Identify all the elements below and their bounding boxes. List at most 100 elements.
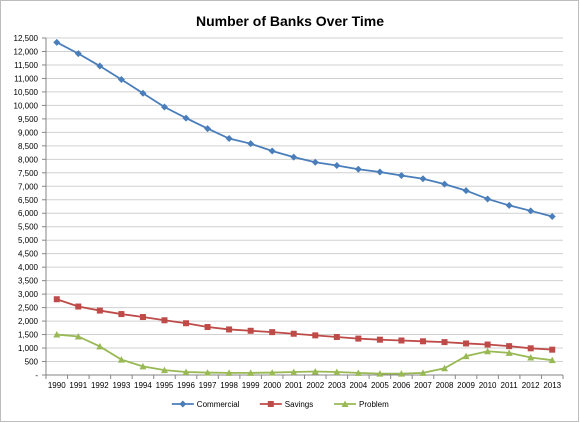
axes: - 500 1,000 1,500 2,000 2,500 3,000 3,500 4,000 4… (14, 34, 564, 390)
data-point (333, 333, 340, 340)
data-point (161, 317, 168, 324)
data-point (182, 368, 190, 376)
data-point (484, 195, 492, 203)
data-point (527, 345, 534, 352)
x-tick-label: 1995 (156, 381, 174, 390)
data-point (527, 353, 535, 361)
data-point (505, 349, 513, 356)
data-point (484, 341, 491, 348)
data-point (548, 212, 556, 220)
legend-item-problem: Problem (334, 400, 389, 409)
data-point (290, 330, 297, 337)
y-tick-label: 2,500 (18, 304, 39, 313)
data-point (548, 356, 556, 364)
data-point (96, 62, 104, 70)
data-point (376, 370, 384, 377)
legend: Commercial Savings Problem (171, 400, 389, 409)
legend-label: Savings (285, 400, 313, 409)
data-point (247, 327, 254, 334)
x-tick-label: 2007 (414, 381, 432, 390)
data-point (311, 158, 319, 166)
x-tick-label: 1999 (242, 381, 260, 390)
x-tick-label: 2010 (479, 381, 497, 390)
y-tick-label: 1,500 (18, 331, 39, 340)
data-point (160, 366, 168, 374)
y-tick-label: 1,000 (18, 344, 39, 353)
y-tick-label: 11,500 (14, 61, 38, 70)
series-line (56, 333, 553, 375)
y-tick-label: 7,500 (18, 169, 39, 178)
x-tick-label: 2002 (306, 381, 324, 390)
data-point (419, 338, 426, 345)
y-tick-label: 500 (25, 358, 39, 367)
data-point (75, 303, 82, 310)
x-tick-label: 2013 (543, 381, 561, 390)
data-point (226, 326, 233, 333)
x-tick-label: 1996 (177, 381, 195, 390)
series-commercial (53, 38, 556, 220)
data-point (462, 187, 470, 195)
data-point (74, 332, 82, 340)
data-point (183, 320, 190, 327)
series-savings (53, 296, 556, 353)
data-point (376, 168, 384, 176)
data-point (549, 346, 556, 353)
data-point (312, 332, 319, 339)
x-tick-label: 1998 (220, 381, 238, 390)
y-tick-label: 8,500 (18, 142, 39, 151)
y-tick-label: 4,000 (18, 263, 39, 272)
y-tick-label: 7,000 (18, 182, 39, 191)
data-point (160, 103, 168, 111)
y-tick-label: - (35, 371, 38, 380)
data-point (397, 171, 405, 179)
data-point (398, 337, 405, 344)
data-point (117, 76, 125, 84)
x-tick-label: 1990 (48, 381, 66, 390)
y-tick-label: 12,500 (14, 34, 39, 43)
legend-item-commercial: Commercial (171, 400, 240, 409)
data-point (268, 147, 276, 155)
data-point (354, 369, 362, 376)
y-tick-label: 10,500 (14, 88, 39, 97)
x-tick-label: 2009 (457, 381, 475, 390)
y-tick-label: 12,000 (14, 47, 39, 56)
data-point (441, 364, 449, 372)
series-problem (53, 331, 556, 377)
x-tick-label: 1992 (91, 381, 109, 390)
data-point (376, 336, 383, 343)
data-point (118, 311, 125, 318)
y-tick-label: 8,000 (18, 155, 39, 164)
x-tick-label: 1997 (199, 381, 217, 390)
data-point (419, 175, 427, 183)
x-tick-label: 2011 (501, 381, 519, 390)
series-line (56, 298, 553, 351)
data-point (354, 165, 362, 173)
series-layer (53, 38, 556, 377)
legend-item-savings: Savings (259, 400, 313, 409)
data-point (139, 362, 147, 370)
data-point (182, 114, 190, 122)
data-point (462, 352, 470, 360)
data-point (397, 370, 405, 377)
data-point (96, 307, 103, 314)
data-point (268, 369, 276, 376)
y-tick-label: 3,500 (18, 277, 39, 286)
data-point (225, 369, 233, 376)
data-point (74, 50, 82, 58)
data-point (247, 140, 255, 148)
y-tick-label: 11,000 (14, 74, 38, 83)
y-tick-label: 4,500 (18, 250, 39, 259)
x-tick-label: 1994 (134, 381, 152, 390)
legend-swatch-marker (341, 400, 349, 407)
data-point (505, 201, 513, 209)
data-point (225, 135, 233, 143)
data-point (53, 38, 61, 46)
data-point (506, 343, 513, 350)
data-point (117, 356, 125, 363)
data-point (139, 314, 146, 321)
chart-title: Number of Banks Over Time (196, 13, 384, 29)
x-tick-label: 2000 (263, 381, 281, 390)
legend-swatch-marker (179, 400, 187, 408)
